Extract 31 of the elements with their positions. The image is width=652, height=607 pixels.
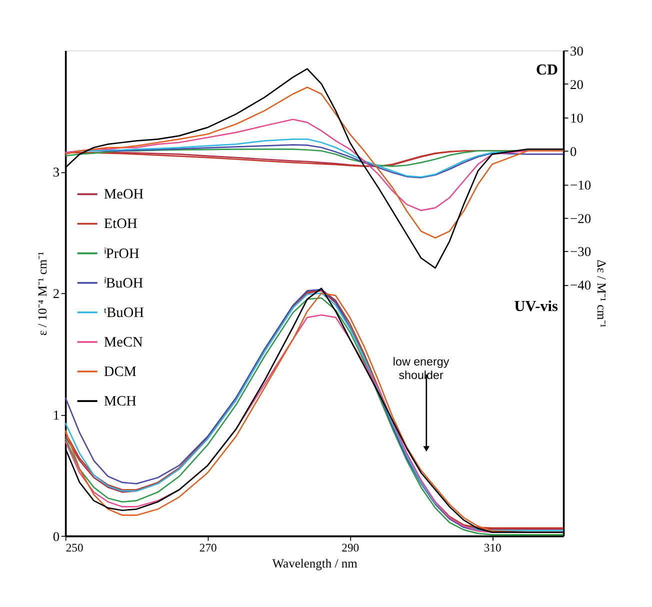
annotation: low energy shoulder — [392, 356, 450, 382]
y2-tick-label: 0 — [570, 144, 578, 159]
y2-tick-label: 10 — [570, 110, 584, 126]
y2-axis-title: Δε / M⁻¹ cm⁻¹ — [594, 260, 608, 328]
line-series — [64, 86, 564, 239]
legend-label: ⁱBuOH — [104, 275, 144, 292]
x-tick-label: 310 — [484, 542, 502, 555]
annotation: CD — [536, 62, 558, 79]
legend-label: EtOH — [104, 216, 138, 232]
legend-label: MeCN — [104, 334, 143, 350]
x-tick-label: 270 — [199, 542, 218, 555]
legend-label: ᵗBuOH — [104, 304, 144, 321]
y2-tick-label: −30 — [570, 244, 592, 260]
y2-tick-label: 30 — [570, 43, 584, 58]
annotation: UV-vis — [514, 298, 558, 316]
legend-label: DCM — [104, 364, 137, 380]
y-axis-title: ε / 10⁻⁴ M⁻¹ cm⁻¹ — [36, 251, 50, 336]
x-tick-label: 250 — [66, 542, 84, 555]
legend-label: MCH — [104, 394, 136, 410]
y2-tick-label: −40 — [570, 278, 592, 293]
y-tick-label: 2 — [52, 286, 60, 302]
y2-tick-label: −20 — [570, 210, 592, 226]
y-tick-label: 3 — [52, 164, 60, 180]
y2-tick-label: 20 — [570, 76, 584, 92]
y2-tick-label: −10 — [570, 177, 592, 192]
y-tick-label: 1 — [52, 407, 60, 422]
x-tick-label: 290 — [342, 542, 360, 555]
y-tick-label: 0 — [52, 528, 60, 544]
legend-label: ⁱPrOH — [104, 246, 140, 262]
x-axis-title: Wavelength / nm — [272, 556, 358, 571]
legend-label: MeOH — [104, 186, 144, 203]
